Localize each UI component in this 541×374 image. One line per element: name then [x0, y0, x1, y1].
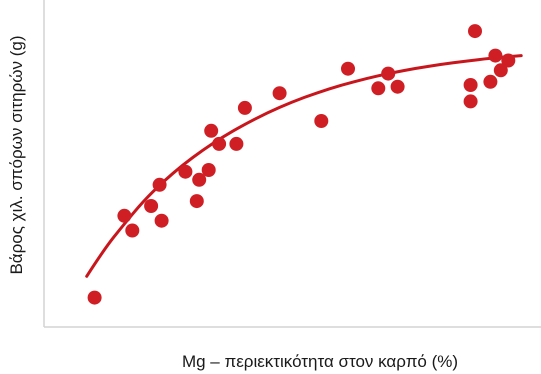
data-point [341, 61, 355, 76]
data-point [125, 223, 140, 238]
data-point [371, 81, 386, 96]
trend-curve [85, 54, 523, 278]
data-point [201, 163, 216, 177]
y-axis-label: Βάρος χιλ. σπόρων σιτηρών (g) [7, 35, 26, 274]
data-point [152, 177, 167, 192]
data-point [314, 114, 329, 128]
data-point [272, 86, 287, 101]
data-point [463, 78, 478, 92]
data-point [463, 94, 478, 109]
data-point [189, 194, 204, 209]
data-point [237, 100, 252, 115]
data-point [501, 53, 516, 68]
data-point [192, 172, 207, 187]
data-point [144, 199, 159, 213]
data-point [390, 79, 405, 94]
data-point [117, 208, 132, 223]
data-point [381, 66, 396, 81]
data-point [204, 123, 219, 138]
data-point [483, 74, 498, 89]
data-point [212, 136, 227, 151]
data-point [178, 164, 193, 179]
x-axis-label: Mg – περιεκτικότητα στον καρπό (%) [182, 352, 458, 371]
data-points [87, 24, 516, 305]
data-point [488, 48, 503, 63]
data-point [229, 136, 244, 151]
data-point [87, 290, 102, 305]
data-point [493, 63, 508, 78]
data-point [154, 213, 169, 228]
data-point [468, 24, 482, 39]
